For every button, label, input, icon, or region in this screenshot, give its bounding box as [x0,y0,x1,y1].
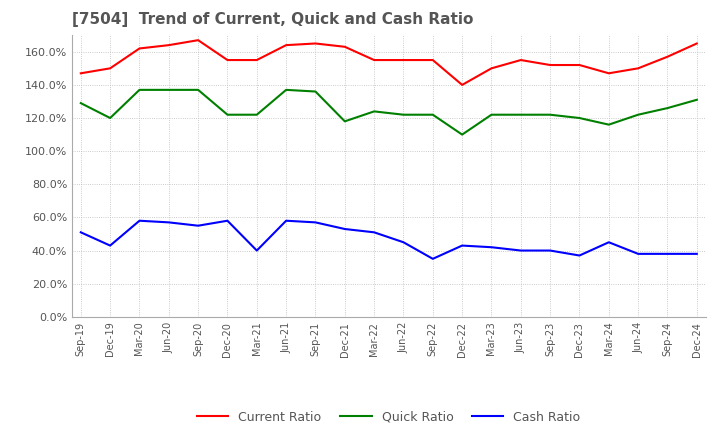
Line: Quick Ratio: Quick Ratio [81,90,697,135]
Quick Ratio [253,112,261,117]
Cash Ratio [575,253,584,258]
Quick Ratio [693,97,701,103]
Line: Current Ratio: Current Ratio [81,40,697,85]
Line: Cash Ratio: Cash Ratio [81,221,697,259]
Quick Ratio [575,115,584,121]
Quick Ratio [399,112,408,117]
Quick Ratio [487,112,496,117]
Current Ratio [693,41,701,46]
Cash Ratio [458,243,467,248]
Cash Ratio [341,226,349,231]
Current Ratio [106,66,114,71]
Quick Ratio [282,87,290,92]
Cash Ratio [135,218,144,224]
Text: [7504]  Trend of Current, Quick and Cash Ratio: [7504] Trend of Current, Quick and Cash … [72,12,473,27]
Current Ratio [663,54,672,59]
Cash Ratio [428,256,437,261]
Cash Ratio [546,248,554,253]
Current Ratio [370,57,379,62]
Cash Ratio [605,240,613,245]
Quick Ratio [605,122,613,127]
Quick Ratio [634,112,642,117]
Quick Ratio [194,87,202,92]
Quick Ratio [516,112,525,117]
Current Ratio [546,62,554,68]
Quick Ratio [76,100,85,106]
Current Ratio [341,44,349,49]
Cash Ratio [634,251,642,257]
Cash Ratio [282,218,290,224]
Cash Ratio [223,218,232,224]
Quick Ratio [223,112,232,117]
Quick Ratio [106,115,114,121]
Cash Ratio [370,230,379,235]
Cash Ratio [516,248,525,253]
Quick Ratio [546,112,554,117]
Current Ratio [282,43,290,48]
Current Ratio [575,62,584,68]
Quick Ratio [135,87,144,92]
Cash Ratio [487,245,496,250]
Quick Ratio [428,112,437,117]
Current Ratio [458,82,467,88]
Current Ratio [516,57,525,62]
Cash Ratio [693,251,701,257]
Current Ratio [487,66,496,71]
Current Ratio [164,43,173,48]
Quick Ratio [370,109,379,114]
Cash Ratio [253,248,261,253]
Cash Ratio [194,223,202,228]
Current Ratio [634,66,642,71]
Current Ratio [223,57,232,62]
Current Ratio [253,57,261,62]
Current Ratio [135,46,144,51]
Cash Ratio [311,220,320,225]
Quick Ratio [164,87,173,92]
Current Ratio [605,71,613,76]
Current Ratio [399,57,408,62]
Current Ratio [76,71,85,76]
Cash Ratio [106,243,114,248]
Cash Ratio [164,220,173,225]
Cash Ratio [399,240,408,245]
Quick Ratio [311,89,320,94]
Cash Ratio [663,251,672,257]
Quick Ratio [341,119,349,124]
Current Ratio [311,41,320,46]
Quick Ratio [458,132,467,137]
Current Ratio [428,57,437,62]
Current Ratio [194,37,202,43]
Quick Ratio [663,106,672,111]
Cash Ratio [76,230,85,235]
Legend: Current Ratio, Quick Ratio, Cash Ratio: Current Ratio, Quick Ratio, Cash Ratio [192,406,585,429]
